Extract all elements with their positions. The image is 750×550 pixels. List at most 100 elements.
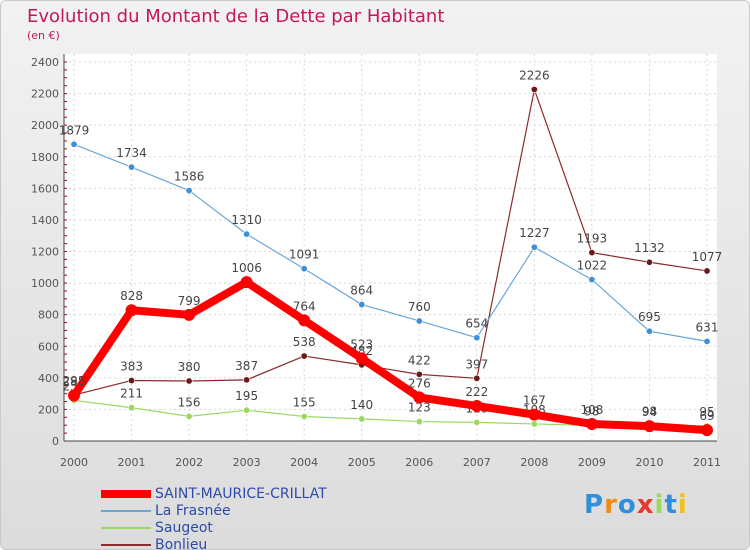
data-point <box>588 276 596 284</box>
data-label: 98 <box>642 405 657 419</box>
legend-swatch <box>101 489 151 498</box>
data-point <box>358 301 366 309</box>
x-tick-label: 2000 <box>60 456 88 469</box>
y-tick-label: 1400 <box>31 214 59 227</box>
data-label: 654 <box>465 317 488 331</box>
x-tick-label: 2010 <box>635 456 663 469</box>
legend-item: La Frasnée <box>101 502 327 519</box>
data-point <box>473 418 481 426</box>
data-point <box>415 317 423 325</box>
data-point <box>240 276 253 289</box>
y-tick-label: 2200 <box>31 88 59 101</box>
data-point <box>243 230 251 238</box>
y-tick-label: 600 <box>38 340 59 353</box>
data-point <box>243 406 251 414</box>
data-point <box>70 140 78 148</box>
data-point <box>185 187 193 195</box>
data-point <box>300 413 308 421</box>
data-point <box>415 418 423 426</box>
data-label: 538 <box>293 335 316 349</box>
logo-letter: P <box>584 490 605 520</box>
series-line <box>73 88 708 396</box>
legend-item: Saugeot <box>101 519 327 536</box>
data-point <box>298 314 311 327</box>
data-label: 383 <box>120 360 143 374</box>
data-label: 523 <box>350 337 373 351</box>
x-tick-label: 2007 <box>463 456 491 469</box>
data-point <box>470 399 483 412</box>
data-label: 1193 <box>577 232 608 246</box>
data-point <box>645 258 653 266</box>
data-label: 1077 <box>692 250 723 264</box>
data-label: 140 <box>350 398 373 412</box>
legend-swatch <box>101 526 151 529</box>
legend-label: Saugeot <box>155 519 213 536</box>
data-label: 1132 <box>634 241 665 255</box>
data-label: 288 <box>63 375 86 389</box>
y-tick-label: 1200 <box>31 246 59 259</box>
data-point <box>300 352 308 360</box>
data-point <box>645 327 653 335</box>
logo-letter: i <box>677 490 688 520</box>
chart-subtitle: (en €) <box>27 29 60 42</box>
data-label: 222 <box>465 385 488 399</box>
data-point <box>128 377 136 385</box>
data-label: 155 <box>293 396 316 410</box>
logo-letter: o <box>617 490 637 520</box>
data-point <box>128 163 136 171</box>
data-point <box>243 376 251 384</box>
data-label: 380 <box>178 360 201 374</box>
data-label: 276 <box>408 376 431 390</box>
logo-letter: r <box>604 490 618 520</box>
x-tick-label: 2006 <box>405 456 433 469</box>
series-line <box>70 278 708 435</box>
data-label: 69 <box>699 409 714 423</box>
y-tick-label: 200 <box>38 403 59 416</box>
data-label: 799 <box>178 294 201 308</box>
data-label: 1227 <box>519 226 550 240</box>
logo-letter: t <box>664 490 678 520</box>
data-point <box>585 417 598 430</box>
series-line <box>73 143 708 342</box>
data-point <box>530 243 538 251</box>
legend-label: Bonlieu <box>155 536 208 550</box>
logo-letter: x <box>636 490 655 520</box>
data-point <box>530 420 538 428</box>
data-point <box>415 370 423 378</box>
data-label: 1310 <box>231 213 262 227</box>
y-tick-label: 0 <box>52 435 59 448</box>
data-label: 828 <box>120 289 143 303</box>
data-point <box>528 408 541 421</box>
legend-label: SAINT-MAURICE-CRILLAT <box>155 485 327 502</box>
y-tick-label: 1600 <box>31 182 59 195</box>
data-label: 760 <box>408 300 431 314</box>
data-label: 1006 <box>231 261 262 275</box>
y-tick-label: 2400 <box>31 56 59 69</box>
x-tick-label: 2009 <box>578 456 606 469</box>
y-tick-label: 1800 <box>31 151 59 164</box>
data-label: 108 <box>580 403 603 417</box>
data-label: 98 <box>584 405 599 419</box>
data-label: 195 <box>235 389 258 403</box>
x-tick-label: 2002 <box>175 456 203 469</box>
x-tick-label: 2004 <box>290 456 318 469</box>
data-point <box>355 352 368 365</box>
data-label: 631 <box>696 320 719 334</box>
data-point <box>185 412 193 420</box>
data-label: 695 <box>638 310 661 324</box>
data-point <box>413 391 426 404</box>
data-label: 94 <box>642 405 657 419</box>
y-tick-label: 1000 <box>31 277 59 290</box>
series-2: 257211156195155140123118108989895 <box>63 379 715 430</box>
data-point <box>358 415 366 423</box>
legend-item: SAINT-MAURICE-CRILLAT <box>101 485 327 502</box>
data-label: 422 <box>408 353 431 367</box>
legend-swatch <box>101 543 151 546</box>
data-label: 211 <box>120 387 143 401</box>
data-point <box>183 308 196 321</box>
data-point <box>185 377 193 385</box>
data-point <box>643 420 656 433</box>
x-tick-label: 2003 <box>233 456 261 469</box>
